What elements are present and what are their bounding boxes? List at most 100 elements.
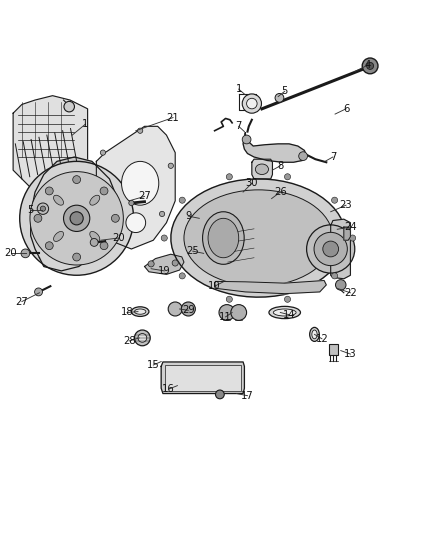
Polygon shape [161, 362, 244, 393]
Ellipse shape [53, 195, 64, 205]
Text: 23: 23 [340, 200, 352, 210]
Circle shape [64, 205, 90, 231]
Text: 27: 27 [15, 296, 28, 306]
Circle shape [168, 302, 182, 316]
Circle shape [138, 128, 143, 133]
Circle shape [161, 235, 167, 241]
Circle shape [323, 241, 339, 257]
Circle shape [336, 280, 346, 290]
Circle shape [35, 288, 42, 296]
Text: 16: 16 [162, 384, 175, 394]
Ellipse shape [310, 327, 319, 342]
Ellipse shape [131, 307, 149, 317]
Ellipse shape [134, 309, 146, 314]
Circle shape [138, 334, 147, 342]
Ellipse shape [202, 212, 244, 264]
Circle shape [100, 187, 108, 195]
Polygon shape [252, 159, 272, 179]
Text: 20: 20 [5, 248, 17, 259]
Circle shape [20, 161, 134, 275]
Circle shape [362, 58, 378, 74]
Circle shape [159, 211, 165, 216]
Circle shape [45, 242, 53, 249]
Circle shape [30, 172, 124, 265]
Circle shape [226, 296, 233, 302]
Circle shape [226, 174, 233, 180]
Polygon shape [344, 227, 350, 240]
Circle shape [40, 206, 46, 211]
Circle shape [367, 62, 374, 69]
Polygon shape [331, 219, 350, 279]
Text: 19: 19 [158, 266, 171, 276]
Circle shape [350, 235, 356, 241]
Ellipse shape [269, 306, 300, 319]
Polygon shape [13, 96, 88, 205]
Circle shape [168, 163, 173, 168]
Circle shape [284, 174, 290, 180]
Polygon shape [215, 280, 326, 294]
Polygon shape [243, 133, 307, 162]
Ellipse shape [53, 231, 64, 241]
Circle shape [179, 273, 185, 279]
Circle shape [45, 187, 53, 195]
Text: 24: 24 [344, 222, 357, 232]
Circle shape [70, 212, 83, 225]
Ellipse shape [312, 330, 317, 339]
Ellipse shape [255, 164, 268, 174]
Circle shape [299, 152, 307, 160]
Polygon shape [31, 157, 118, 271]
Text: 5: 5 [282, 86, 288, 96]
Text: 20: 20 [112, 233, 124, 243]
Bar [165, 365, 241, 391]
Circle shape [64, 101, 74, 112]
Circle shape [100, 150, 106, 155]
Text: 9: 9 [185, 211, 191, 221]
Circle shape [90, 238, 98, 246]
Circle shape [129, 200, 134, 206]
Circle shape [242, 94, 261, 113]
Text: 7: 7 [236, 122, 242, 131]
Text: 14: 14 [283, 310, 295, 320]
Text: 27: 27 [138, 191, 151, 201]
Circle shape [111, 214, 119, 222]
Text: 22: 22 [344, 288, 357, 298]
Ellipse shape [126, 213, 145, 232]
Ellipse shape [273, 309, 296, 316]
Ellipse shape [208, 219, 239, 258]
Polygon shape [96, 126, 175, 249]
Polygon shape [171, 179, 346, 297]
Bar [328, 344, 338, 355]
Polygon shape [145, 254, 184, 274]
Circle shape [172, 260, 178, 266]
Text: 30: 30 [246, 178, 258, 188]
Text: 17: 17 [241, 391, 254, 401]
Text: 10: 10 [208, 281, 221, 291]
Ellipse shape [90, 231, 100, 241]
Text: 7: 7 [330, 152, 336, 162]
Circle shape [332, 273, 338, 279]
Circle shape [231, 304, 247, 320]
Text: 1: 1 [82, 119, 88, 129]
Text: 18: 18 [121, 308, 133, 318]
Text: 26: 26 [274, 187, 287, 197]
Circle shape [148, 261, 154, 267]
Ellipse shape [90, 195, 100, 205]
Circle shape [284, 296, 290, 302]
Circle shape [73, 253, 81, 261]
Text: 11: 11 [219, 312, 232, 322]
Text: 28: 28 [123, 336, 135, 346]
Text: 13: 13 [344, 349, 357, 359]
Circle shape [179, 197, 185, 203]
Circle shape [275, 93, 284, 102]
Circle shape [100, 242, 108, 249]
Circle shape [332, 197, 338, 203]
Circle shape [37, 203, 49, 214]
Text: 5: 5 [28, 205, 34, 215]
Text: 12: 12 [315, 334, 328, 344]
Text: 1: 1 [236, 84, 242, 94]
Circle shape [307, 225, 355, 273]
Ellipse shape [121, 161, 159, 205]
Circle shape [134, 330, 150, 346]
Text: 21: 21 [166, 112, 180, 123]
Text: 15: 15 [147, 360, 160, 370]
